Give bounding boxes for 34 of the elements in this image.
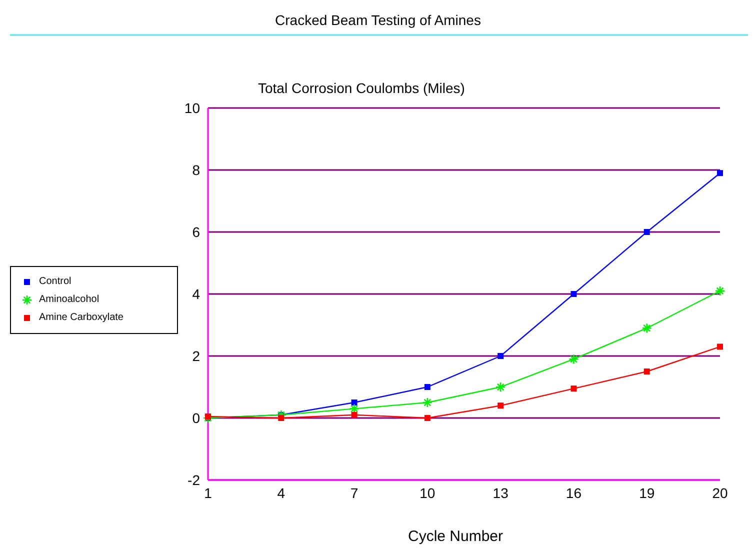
x-tick-label: 10 (420, 484, 436, 501)
x-axis-title: Cycle Number (408, 528, 504, 545)
legend-label: Amine Carboxylate (39, 311, 124, 325)
chart-subtitle: Total Corrosion Coulombs (Miles) (258, 80, 465, 96)
y-tick-label: 0 (192, 410, 200, 426)
chart-title: Cracked Beam Testing of Amines (274, 11, 482, 28)
point (717, 170, 723, 176)
x-tick-label: 13 (492, 484, 509, 501)
point (424, 415, 430, 421)
y-tick-label: 2 (192, 348, 200, 364)
point (351, 400, 358, 406)
x-tick-label: 7 (350, 484, 358, 501)
x-tick-label: 4 (277, 484, 286, 501)
x-tick-label: 20 (712, 484, 728, 501)
y-tick-label: 10 (184, 100, 200, 116)
legend-label: Control (39, 275, 72, 289)
point (278, 415, 284, 421)
point (424, 384, 430, 390)
point (570, 386, 577, 392)
point (644, 368, 650, 374)
y-tick-label: -2 (188, 472, 200, 488)
point (644, 229, 650, 235)
x-tick-label: 16 (566, 484, 582, 501)
point (498, 353, 504, 359)
y-tick-label: 6 (192, 224, 200, 240)
x-tick-label: 1 (204, 484, 212, 501)
y-tick-label: 8 (192, 162, 200, 178)
y-tick-label: 4 (192, 286, 200, 302)
point (717, 344, 723, 350)
point (498, 402, 504, 409)
x-tick-label: 19 (639, 484, 655, 501)
legend-label: Aminoalcohol (39, 293, 100, 307)
point (570, 291, 577, 297)
point (351, 412, 358, 418)
